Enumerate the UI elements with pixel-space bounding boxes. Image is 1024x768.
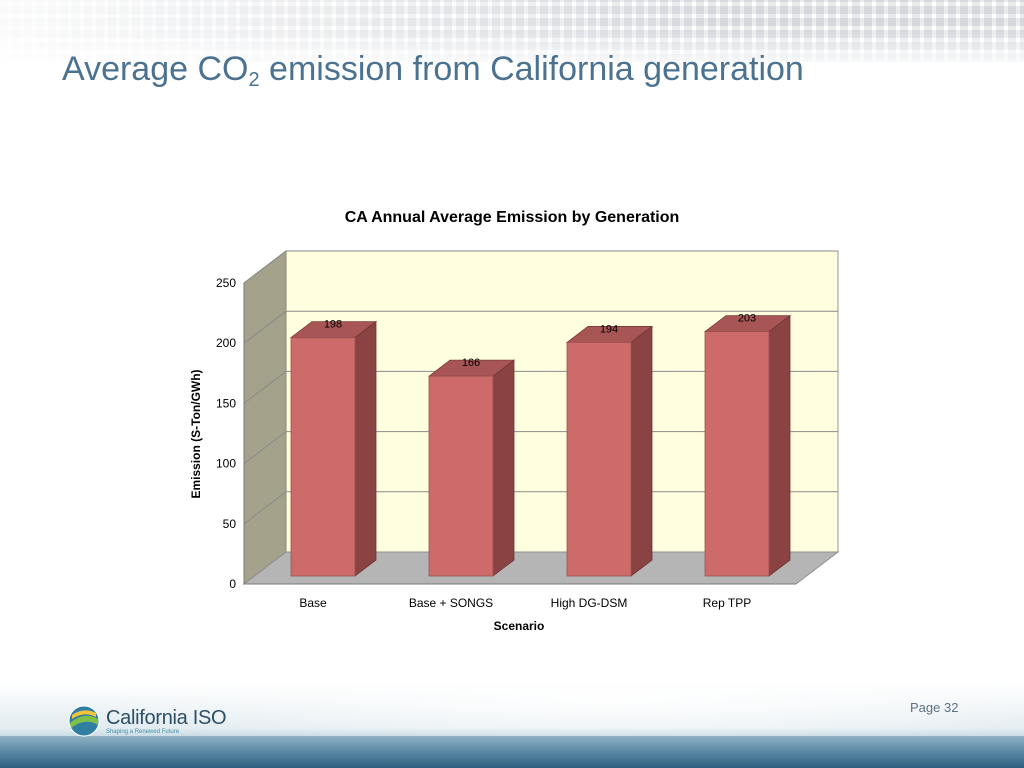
bar-group (427, 359, 516, 577)
gridline (243, 491, 838, 525)
bar-group (565, 325, 654, 577)
page-number: Page 32 (910, 700, 959, 715)
header-fade (0, 30, 1024, 70)
y-tick-label: 200 (216, 336, 236, 350)
bar (428, 375, 494, 577)
gridline (243, 431, 838, 464)
y-tick-label: 150 (216, 396, 236, 410)
data-label: 194 (600, 323, 618, 335)
title-subscript: 2 (248, 69, 260, 91)
california-iso-logo: California ISO Shaping a Renewed Future (68, 705, 227, 737)
gridline (243, 370, 838, 404)
bar-side (354, 320, 377, 577)
logo-name: California ISO (106, 706, 227, 729)
x-tick-label: High DG-DSM (551, 596, 628, 610)
x-tick-label: Base (299, 596, 327, 610)
y-axis-title: Emission (S-Ton/GWh) (189, 369, 203, 498)
bar-group (289, 320, 378, 577)
bar (566, 342, 632, 577)
bar-side (768, 314, 791, 577)
bar-side (492, 359, 515, 577)
chart-title: CA Annual Average Emission by Generation (345, 209, 680, 226)
bar-group (703, 314, 792, 577)
emission-chart: 0 50 100 150 200 250 198 Base 166 Base + SONGS 194… (189, 209, 840, 633)
bar (704, 331, 770, 577)
gridline (243, 250, 838, 284)
data-label: 198 (324, 319, 342, 331)
x-tick-label: Base + SONGS (409, 596, 493, 610)
title-main: Average CO (62, 50, 249, 88)
y-tick-label: 100 (216, 457, 236, 471)
bar (290, 337, 356, 577)
y-tick-label: 250 (216, 276, 236, 290)
bar-side (630, 325, 653, 577)
footer-wave (0, 736, 1024, 768)
globe-logo-icon (68, 705, 100, 737)
data-label: 203 (738, 313, 756, 325)
x-axis-title: Scenario (494, 619, 545, 633)
y-tick-label: 50 (223, 517, 237, 531)
gridline (243, 310, 838, 344)
logo-tagline: Shaping a Renewed Future (106, 728, 180, 735)
page-title: Average CO2 emission from California gen… (62, 50, 804, 92)
data-label: 166 (462, 357, 480, 369)
y-tick-label: 0 (229, 577, 236, 591)
x-tick-label: Rep TPP (703, 596, 751, 610)
chart-side-wall (243, 249, 287, 586)
title-rest: emission from California generation (259, 50, 804, 88)
